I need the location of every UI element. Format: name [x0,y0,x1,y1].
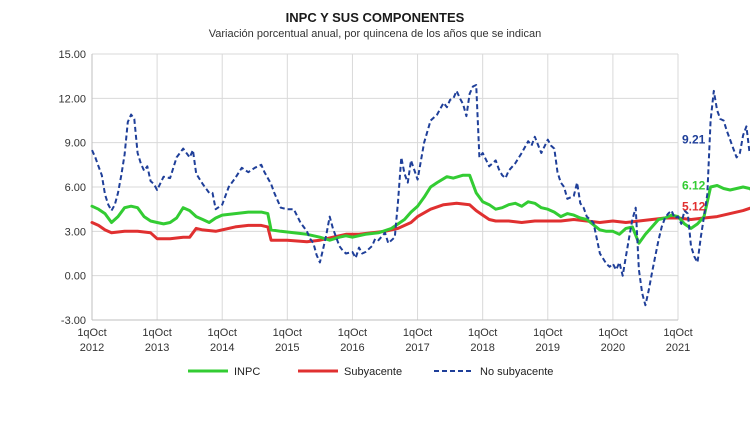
y-tick-label: 3.00 [65,226,86,238]
end-label-subyacente: 5.12 [682,199,706,213]
x-tick-label: 1qOct [208,327,237,339]
x-tick-label: 1qOct [142,327,171,339]
legend-label-no-subyacente: No subyacente [480,366,553,378]
series-line-no-subyacente [91,84,750,307]
legend: INPC Subyacente No subyacente [188,366,553,378]
end-label-inpc: 6.12 [682,179,706,193]
x-tick-year: 2017 [405,342,429,354]
legend-label-subyacente: Subyacente [344,366,402,378]
chart-subtitle: Variación porcentual anual, por quincena… [208,28,542,40]
y-tick-label: 0.00 [65,271,86,283]
gridlines [91,53,679,321]
x-tick-label: 1qOct [273,327,302,339]
end-labels: 6.12 5.12 9.21 [682,133,706,214]
x-tick-label: 1qOct [533,327,562,339]
y-tick-label: 15.00 [58,49,86,61]
x-tick-year: 2020 [601,342,625,354]
y-tick-label: 6.00 [65,182,86,194]
x-tick-label: 1qOct [338,327,367,339]
x-tick-label: 1qOct [468,327,497,339]
x-tick-year: 2015 [275,342,299,354]
x-tick-year: 2018 [470,342,494,354]
axes: -3.00 0.00 3.00 6.00 9.00 12.00 15.00 1qOct 2012… [58,49,692,354]
series-lines [90,84,750,307]
x-tick-year: 2014 [210,342,234,354]
x-tick-year: 2012 [80,342,104,354]
x-tick-year: 2021 [666,342,690,354]
x-tick-label: 1qOct [598,327,627,339]
x-tick-label: 1qOct [77,327,106,339]
x-tick-year: 2013 [145,342,169,354]
legend-label-inpc: INPC [234,366,260,378]
y-tick-label: -3.00 [61,315,86,327]
x-tick-year: 2016 [340,342,364,354]
x-tick-year: 2019 [536,342,560,354]
end-label-no-subyacente: 9.21 [682,133,706,147]
y-tick-label: 12.00 [58,93,86,105]
series-line-inpc [90,173,750,245]
chart-title: INPC Y SUS COMPONENTES [285,10,465,25]
x-tick-label: 1qOct [403,327,432,339]
y-tick-label: 9.00 [65,138,86,150]
series-line-subyacente [90,201,750,244]
x-tick-label: 1qOct [663,327,692,339]
